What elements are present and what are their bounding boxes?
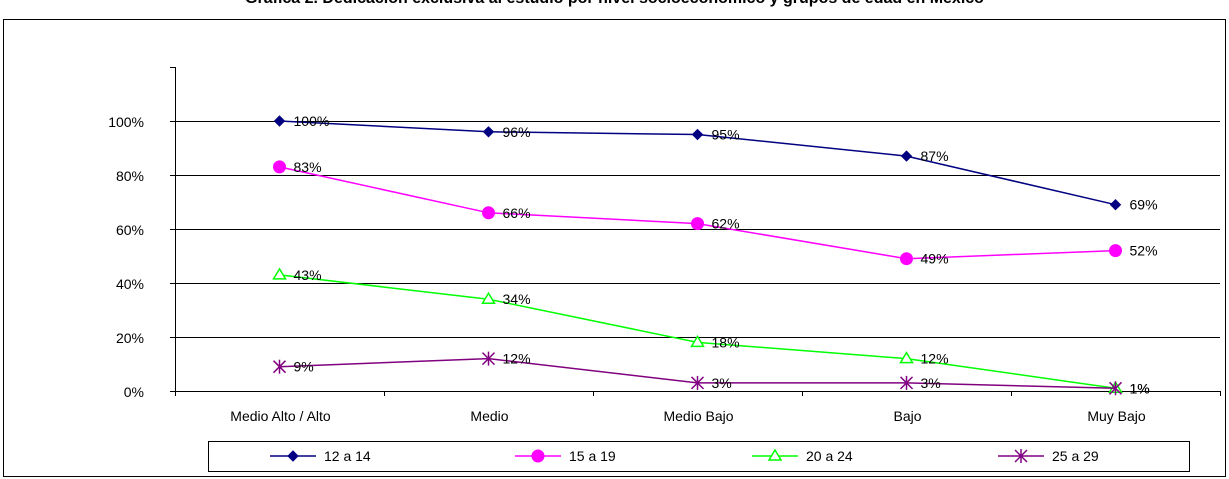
data-point (691, 217, 704, 231)
legend-marker (767, 448, 783, 461)
data-label: 83% (294, 159, 322, 175)
data-point (482, 206, 495, 220)
data-point (273, 115, 286, 127)
data-label: 96% (503, 124, 531, 140)
data-label: 3% (712, 375, 732, 391)
data-point (481, 291, 496, 304)
axes: 0% 20% 40% 60% 80% 100% Medio Alto / Alto Medio… (108, 67, 1221, 424)
x-tick-label: Medio Alto / Alto (230, 408, 331, 424)
data-point (691, 128, 704, 141)
chart-title: Gráfica 2. Dedicación exclusiva al estud… (0, 0, 1229, 8)
data-point (900, 150, 913, 162)
x-tick-label: Medio Bajo (663, 408, 733, 424)
data-point (482, 126, 495, 138)
data-point (899, 351, 914, 364)
data-point (690, 334, 705, 348)
y-tick-label: 60% (116, 222, 144, 238)
y-tick-label: 100% (108, 114, 144, 130)
data-label: 12% (503, 351, 531, 367)
data-label: 9% (294, 359, 314, 375)
data-label: 52% (1130, 243, 1158, 259)
y-tick-label: 80% (116, 168, 144, 184)
data-label: 87% (921, 148, 949, 164)
data-label: 1% (1130, 380, 1150, 396)
legend-marker (531, 449, 545, 463)
data-label: 3% (921, 375, 941, 391)
data-label: 34% (503, 291, 531, 307)
x-tick-label: Bajo (893, 408, 921, 424)
data-label: 12% (921, 351, 949, 367)
data-label: 100% (294, 113, 330, 129)
y-tick-label: 40% (116, 276, 144, 292)
data-label: 69% (1130, 197, 1158, 213)
data-point (272, 267, 287, 280)
legend-label: 25 a 29 (1052, 448, 1099, 464)
legend-label: 20 a 24 (806, 448, 853, 464)
legend-label: 12 a 14 (324, 448, 371, 464)
data-point (272, 359, 287, 374)
x-tick-label: Medio (470, 408, 508, 424)
data-label: 49% (921, 251, 949, 267)
chart-border (3, 19, 1226, 477)
series (272, 115, 1123, 396)
data-label: 95% (712, 127, 740, 143)
x-tick-label: Muy Bajo (1087, 408, 1146, 424)
data-point (899, 375, 914, 390)
data-point (1108, 381, 1123, 396)
data-label: 43% (294, 267, 322, 283)
legend-marker (287, 450, 299, 462)
legend-marker (1014, 449, 1028, 463)
data-point (1109, 244, 1122, 258)
data-label: 62% (712, 216, 740, 232)
data-label: 18% (712, 334, 740, 350)
data-point (1109, 198, 1122, 211)
data-label: 1% (1130, 380, 1150, 396)
data-label: 66% (503, 205, 531, 221)
data-point (900, 252, 913, 266)
legend: 12 a 14 15 a 19 20 a 24 25 a 29 (208, 441, 1190, 472)
data-labels: 100% 96% 95% 87% 69% 83% 66% 62% 49% 52% 43% 34% 18%… (294, 113, 1158, 396)
data-point (481, 351, 496, 366)
data-point (690, 375, 705, 390)
legend-label: 15 a 19 (569, 448, 616, 464)
data-point (273, 160, 286, 174)
y-tick-label: 0% (124, 384, 144, 400)
y-tick-label: 20% (116, 330, 144, 346)
